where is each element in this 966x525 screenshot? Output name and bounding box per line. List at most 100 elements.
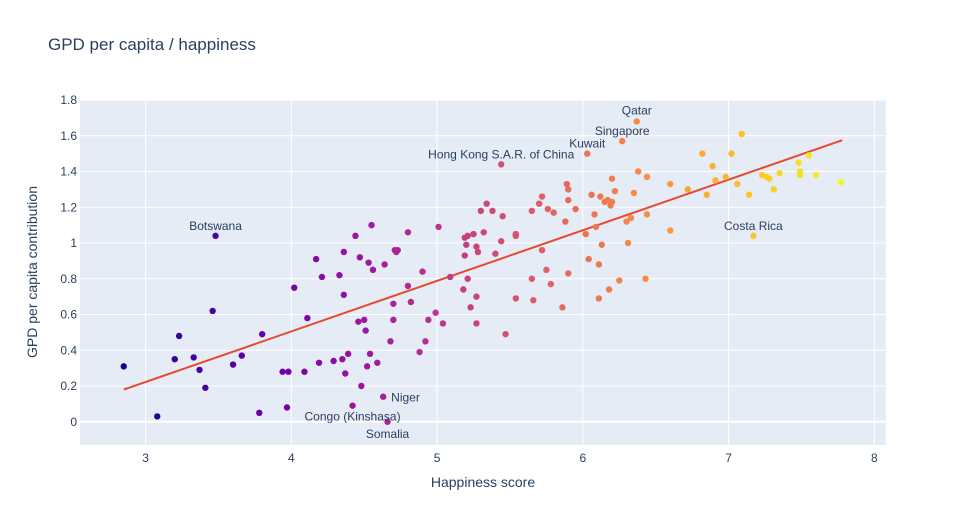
- data-point: [209, 307, 216, 315]
- annotation-label: Somalia: [366, 427, 410, 441]
- data-point: [592, 223, 600, 231]
- data-point: [565, 270, 572, 277]
- data-point: [432, 309, 439, 316]
- data-point: [342, 370, 349, 377]
- point-layer: [120, 118, 845, 425]
- data-point: [565, 196, 572, 204]
- data-point: [585, 255, 592, 263]
- data-point: [667, 180, 674, 188]
- data-point: [512, 232, 519, 240]
- data-point: [528, 207, 536, 215]
- data-point: [202, 384, 209, 391]
- x-tick-label: 8: [871, 451, 878, 465]
- data-point: [563, 180, 571, 188]
- data-point: [416, 348, 423, 356]
- y-tick-label: 1.4: [60, 165, 77, 179]
- data-point: [595, 261, 603, 268]
- data-point: [623, 218, 630, 225]
- data-point: [394, 246, 401, 254]
- data-point: [467, 304, 474, 311]
- data-point: [776, 170, 783, 177]
- data-point: [229, 361, 237, 368]
- data-point: [404, 229, 412, 236]
- data-point: [473, 293, 480, 300]
- y-tick-label: 0.4: [60, 343, 77, 357]
- data-point: [368, 221, 375, 229]
- data-point: [256, 409, 263, 417]
- data-point: [196, 366, 203, 374]
- data-point: [597, 193, 604, 200]
- tick-label-layer: 3 4 5 6 7 8 0 0.2 0.4 0.6 0.8 1 1.2 1.4 1.6 1.8: [60, 93, 878, 465]
- data-point: [463, 241, 470, 248]
- data-point: [565, 186, 572, 193]
- x-tick-label: 3: [142, 451, 149, 465]
- data-point: [477, 207, 485, 215]
- data-point: [538, 246, 546, 254]
- data-point: [483, 200, 490, 207]
- y-tick-label: 0.2: [60, 379, 77, 393]
- data-point: [611, 187, 619, 195]
- data-point: [535, 200, 543, 207]
- data-point: [384, 418, 391, 425]
- data-point: [330, 357, 337, 365]
- data-point: [461, 252, 468, 259]
- data-point: [425, 316, 432, 324]
- data-point: [407, 298, 415, 306]
- data-point: [404, 282, 412, 290]
- data-point: [598, 241, 605, 248]
- data-point: [379, 393, 387, 400]
- data-point: [498, 161, 505, 168]
- data-point: [499, 212, 506, 220]
- data-point: [315, 359, 323, 366]
- data-point: [608, 175, 616, 182]
- data-point: [473, 320, 480, 327]
- data-point: [291, 284, 298, 291]
- data-point: [480, 229, 487, 236]
- data-point: [489, 207, 496, 215]
- data-point: [470, 230, 477, 238]
- trendline-layer: [123, 139, 843, 391]
- data-point: [712, 177, 719, 184]
- annotation-label: Niger: [391, 391, 420, 405]
- data-point: [805, 152, 812, 159]
- data-point: [605, 286, 613, 293]
- data-point: [643, 211, 651, 218]
- data-point: [627, 214, 635, 222]
- trendline: [123, 139, 843, 391]
- data-point: [474, 248, 482, 256]
- data-point: [812, 171, 820, 179]
- data-point: [387, 338, 394, 345]
- data-point: [595, 295, 603, 302]
- x-tick-label: 4: [288, 451, 295, 465]
- data-point: [616, 277, 623, 284]
- data-point: [728, 150, 735, 157]
- data-point: [238, 352, 245, 359]
- data-point: [703, 191, 710, 198]
- data-point: [766, 175, 773, 182]
- data-point: [258, 330, 266, 338]
- data-point: [339, 355, 346, 363]
- data-point: [547, 280, 554, 288]
- data-point: [635, 168, 642, 175]
- y-tick-label: 1.2: [60, 200, 77, 214]
- data-point: [722, 173, 729, 181]
- data-point: [362, 327, 369, 334]
- y-axis-title: GPD per capita contribution: [24, 186, 40, 358]
- annotation-label: Botswana: [189, 219, 242, 233]
- data-point: [745, 191, 753, 198]
- annotation-label: Kuwait: [569, 137, 606, 151]
- data-point: [492, 250, 499, 257]
- data-point: [175, 332, 183, 340]
- data-point: [363, 363, 371, 370]
- data-point: [530, 297, 537, 304]
- chart-title: GPD per capita / happiness: [48, 35, 256, 54]
- data-point: [498, 238, 505, 245]
- data-point: [283, 404, 291, 411]
- x-tick-label: 6: [579, 451, 586, 465]
- data-point: [584, 150, 591, 157]
- data-point: [312, 255, 320, 263]
- data-point: [770, 186, 777, 193]
- y-tick-label: 0.6: [60, 308, 77, 322]
- data-point: [318, 273, 326, 281]
